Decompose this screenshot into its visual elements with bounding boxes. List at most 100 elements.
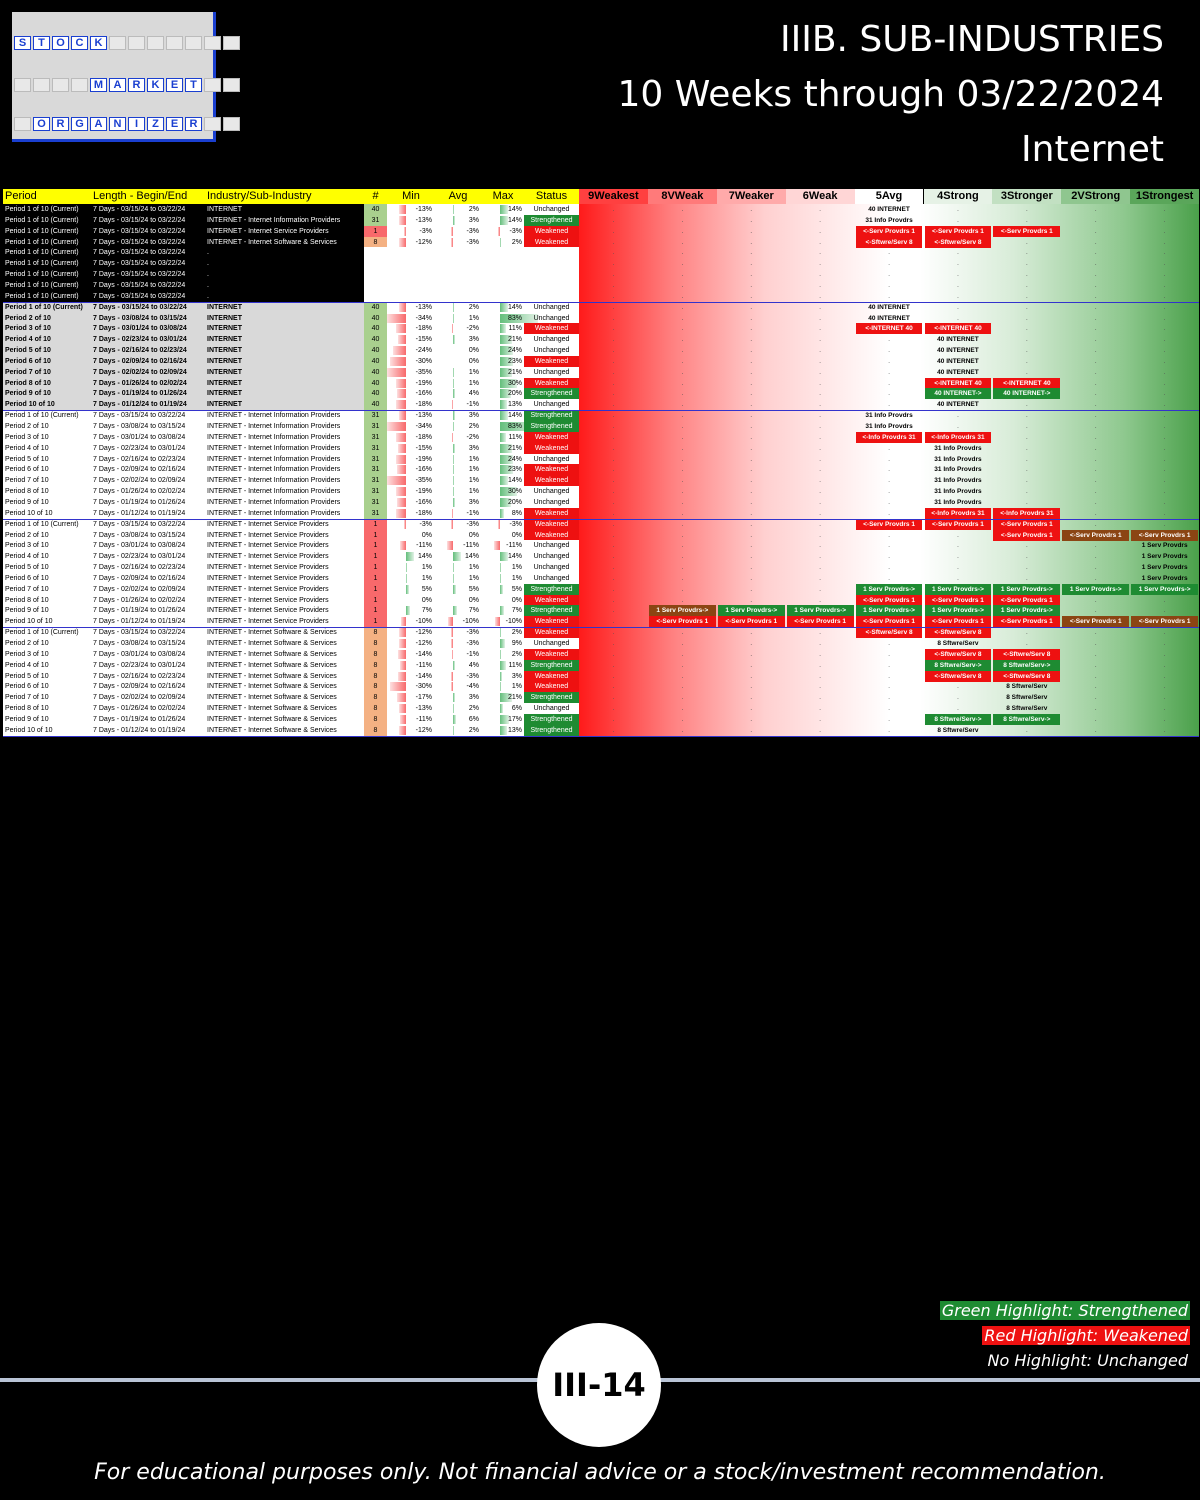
tier-empty: .	[612, 325, 615, 333]
tier-empty: .	[1094, 661, 1097, 669]
numeric-background	[364, 279, 579, 291]
cell-length: 7 Days - 02/09/24 to 02/16/24	[93, 466, 186, 474]
logo-letter	[128, 36, 145, 50]
row-background	[3, 388, 364, 400]
tier-empty: .	[888, 715, 891, 723]
logo-letter	[33, 78, 50, 92]
cell-count: 1	[364, 616, 387, 628]
cell-period: Period 7 of 10	[5, 477, 49, 485]
cell-length: 7 Days - 03/15/24 to 03/22/24	[93, 520, 186, 528]
table-row: Period 7 of 10 7 Days - 02/02/24 to 02/09…	[3, 692, 1199, 704]
databar-avg	[453, 487, 454, 497]
tier-empty: .	[1094, 379, 1097, 387]
header-tier-5avg: 5Avg	[854, 189, 924, 204]
tier-empty: .	[750, 672, 753, 680]
tier-empty: .	[819, 433, 822, 441]
tier-empty: .	[1163, 433, 1166, 441]
tier-empty: .	[819, 553, 822, 561]
cell-status: Weakened	[524, 507, 579, 519]
tier-empty: .	[956, 314, 959, 322]
tier-empty: .	[1094, 281, 1097, 289]
cell-length: 7 Days - 02/02/24 to 02/09/24	[93, 694, 186, 702]
tier-entry: 40 INTERNET	[937, 401, 979, 409]
databar-min	[397, 335, 406, 345]
table-row: Period 1 of 10 (Current) 7 Days - 03/15/2…	[3, 518, 1199, 530]
databar-min	[399, 628, 406, 638]
tier-entry: <-Serv Provdrs 1	[855, 225, 923, 237]
cell-period: Period 1 of 10 (Current)	[5, 216, 79, 224]
tier-entry: 1 Serv Provdrs->	[924, 605, 992, 617]
cell-avg: -1%	[466, 401, 479, 409]
tier-empty: .	[750, 564, 753, 572]
cell-industry: INTERNET	[207, 357, 242, 365]
cell-status: Unchanged	[533, 368, 570, 376]
cell-avg: -3%	[466, 520, 479, 528]
tier-empty: .	[888, 347, 891, 355]
cell-period: Period 1 of 10 (Current)	[5, 249, 79, 257]
cell-length: 7 Days - 03/01/24 to 03/08/24	[93, 650, 186, 658]
numeric-background	[364, 583, 579, 595]
cell-max: 30%	[507, 379, 522, 387]
tier-empty: .	[612, 423, 615, 430]
databar-min	[406, 606, 410, 616]
tier-empty: .	[1094, 216, 1097, 224]
cell-period: Period 1 of 10 (Current)	[5, 281, 79, 289]
numeric-background	[364, 312, 579, 324]
tier-empty: .	[750, 629, 753, 637]
cell-length: 7 Days - 01/26/24 to 02/02/24	[93, 488, 186, 496]
tier-empty: .	[819, 206, 822, 213]
cell-status: Strengthened	[524, 410, 579, 422]
tier-empty: .	[888, 564, 891, 572]
numeric-background	[364, 204, 579, 215]
tier-empty: .	[750, 694, 753, 702]
cell-status: Unchanged	[533, 401, 570, 409]
databar-min	[398, 215, 406, 225]
cell-length: 7 Days - 03/15/24 to 03/22/24	[93, 412, 186, 420]
row-background	[3, 355, 364, 367]
table-row: Period 6 of 10 7 Days - 02/09/24 to 02/16…	[3, 464, 1199, 476]
logo-letter	[204, 78, 221, 92]
cell-status: Weakened	[524, 529, 579, 541]
numeric-background	[364, 475, 579, 487]
databar-avg	[453, 215, 455, 225]
databar-max	[500, 508, 505, 518]
cell-length: 7 Days - 01/26/24 to 02/02/24	[93, 379, 187, 387]
tier-empty: .	[1025, 357, 1028, 365]
databar-max	[500, 714, 510, 724]
logo-letter: A	[90, 117, 107, 131]
tier-empty: .	[612, 585, 615, 593]
cell-status: Unchanged	[533, 542, 570, 550]
tier-empty: .	[681, 260, 684, 268]
tier-empty: .	[819, 227, 822, 235]
cell-max: 14%	[507, 303, 522, 311]
tier-entry: 8 Sftwre/Serv->	[993, 659, 1061, 671]
cell-length: 7 Days - 03/08/24 to 03/15/24	[93, 423, 186, 430]
cell-length: 7 Days - 03/08/24 to 03/15/24	[93, 314, 187, 322]
cell-min: 14%	[417, 553, 432, 561]
cell-period: Period 8 of 10	[5, 379, 51, 387]
databar-avg	[453, 205, 455, 214]
tier-empty: .	[1025, 325, 1028, 333]
tier-empty: .	[1025, 303, 1028, 311]
databar-min	[396, 693, 406, 703]
tier-empty: .	[1025, 336, 1028, 344]
tier-empty: .	[888, 498, 891, 506]
tier-empty: .	[888, 357, 891, 365]
tier-empty: .	[1163, 520, 1166, 528]
tier-empty: .	[681, 412, 684, 420]
legend-green: Green Highlight: Strengthened	[939, 1301, 1190, 1320]
cell-max: 14%	[507, 553, 522, 561]
tier-empty: .	[612, 726, 615, 734]
tier-empty: .	[750, 368, 753, 376]
tier-entry: 8 Sftwre/Serv	[937, 726, 979, 734]
cell-status: Strengthened	[524, 214, 579, 226]
databar-max	[500, 465, 513, 475]
cell-avg: -3%	[466, 238, 479, 246]
databar-avg	[451, 432, 453, 442]
cell-period: Period 5 of 10	[5, 455, 49, 463]
tier-empty: .	[1025, 249, 1028, 257]
tier-empty: .	[1163, 368, 1166, 376]
databar-avg	[453, 725, 455, 735]
databar-max	[500, 237, 502, 247]
databar-avg	[453, 443, 455, 453]
